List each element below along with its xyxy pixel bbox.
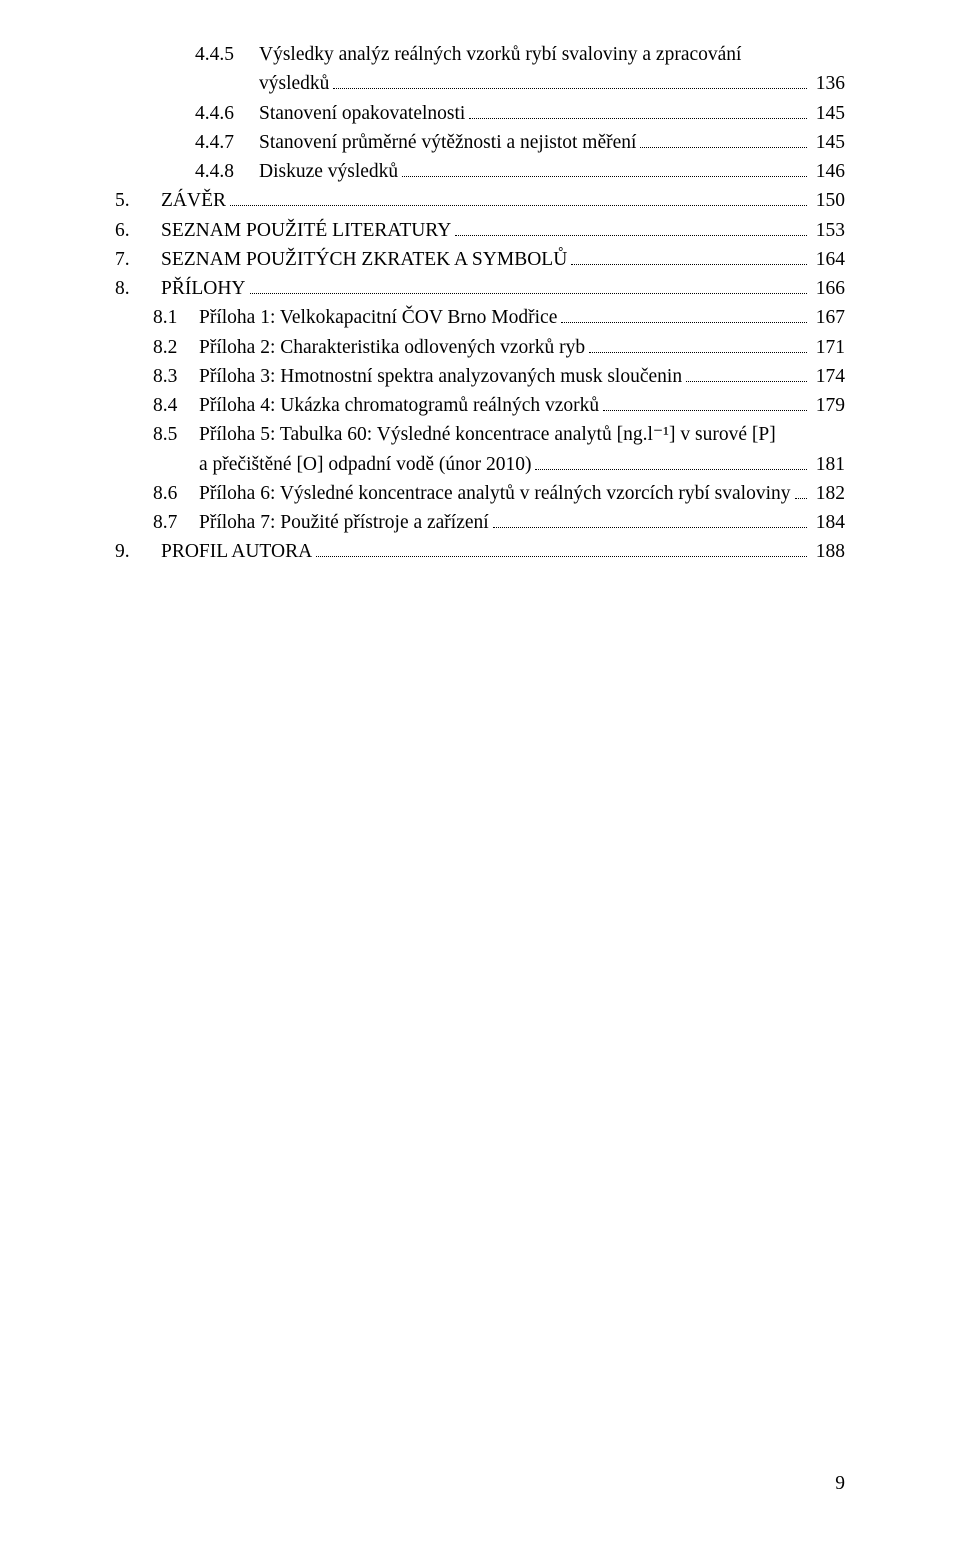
toc-title: Příloha 4: Ukázka chromatogramů reálných… bbox=[199, 391, 599, 420]
toc-page-number: 136 bbox=[811, 69, 845, 98]
toc-number: 5. bbox=[115, 186, 161, 215]
toc-entry: a přečištěné [O] odpadní vodě (únor 2010… bbox=[115, 450, 845, 479]
toc-leader-dots bbox=[316, 541, 807, 558]
toc-number: 9. bbox=[115, 537, 161, 566]
toc-title: Příloha 2: Charakteristika odlovených vz… bbox=[199, 333, 585, 362]
toc-title: Diskuze výsledků bbox=[259, 157, 398, 186]
toc-page-number: 164 bbox=[811, 245, 845, 274]
toc-leader-dots bbox=[686, 365, 807, 382]
toc-title: Stanovení opakovatelnosti bbox=[259, 99, 465, 128]
toc-number: 8.6 bbox=[153, 479, 199, 508]
toc-page-number: 182 bbox=[811, 479, 845, 508]
toc-leader-dots bbox=[455, 219, 807, 236]
toc-page-number: 150 bbox=[811, 186, 845, 215]
toc-entry: 8.PŘÍLOHY 166 bbox=[115, 274, 845, 303]
toc-page-number: 153 bbox=[811, 216, 845, 245]
toc-title: Stanovení průměrné výtěžnosti a nejistot… bbox=[259, 128, 636, 157]
toc-title: SEZNAM POUŽITÉ LITERATURY bbox=[161, 216, 451, 245]
toc-page-number: 184 bbox=[811, 508, 845, 537]
toc-entry: 8.7Příloha 7: Použité přístroje a zaříze… bbox=[115, 508, 845, 537]
toc-title: výsledků bbox=[259, 69, 329, 98]
toc-entry: 8.5Příloha 5: Tabulka 60: Výsledné konce… bbox=[115, 420, 845, 449]
toc-entry: 7.SEZNAM POUŽITÝCH ZKRATEK A SYMBOLŮ 164 bbox=[115, 245, 845, 274]
toc-page-number: 171 bbox=[811, 333, 845, 362]
toc-leader-dots bbox=[493, 511, 807, 528]
toc-page-number: 145 bbox=[811, 99, 845, 128]
toc-title: Příloha 3: Hmotnostní spektra analyzovan… bbox=[199, 362, 682, 391]
toc-entry: 5.ZÁVĚR 150 bbox=[115, 186, 845, 215]
toc-entry: 6.SEZNAM POUŽITÉ LITERATURY 153 bbox=[115, 216, 845, 245]
toc-entry: 4.4.7Stanovení průměrné výtěžnosti a nej… bbox=[115, 128, 845, 157]
toc-leader-dots bbox=[230, 190, 807, 207]
toc-title: PŘÍLOHY bbox=[161, 274, 246, 303]
toc-number: 8.3 bbox=[153, 362, 199, 391]
toc-title: SEZNAM POUŽITÝCH ZKRATEK A SYMBOLŮ bbox=[161, 245, 567, 274]
toc-leader-dots bbox=[571, 248, 807, 265]
toc-leader-dots bbox=[561, 307, 807, 324]
toc-number: 8.2 bbox=[153, 333, 199, 362]
toc-leader-dots bbox=[589, 336, 807, 353]
toc-number: 8. bbox=[115, 274, 161, 303]
toc-title: Výsledky analýz reálných vzorků rybí sva… bbox=[259, 40, 741, 69]
toc-leader-dots bbox=[333, 73, 807, 90]
toc-entry: výsledků 136 bbox=[115, 69, 845, 98]
toc-entry: 8.1Příloha 1: Velkokapacitní ČOV Brno Mo… bbox=[115, 303, 845, 332]
toc-title: ZÁVĚR bbox=[161, 186, 226, 215]
toc-number: 8.4 bbox=[153, 391, 199, 420]
toc-entry: 9.PROFIL AUTORA 188 bbox=[115, 537, 845, 566]
toc-page-number: 167 bbox=[811, 303, 845, 332]
toc-title: Příloha 7: Použité přístroje a zařízení bbox=[199, 508, 489, 537]
toc-page-number: 166 bbox=[811, 274, 845, 303]
toc-number: 6. bbox=[115, 216, 161, 245]
page-number: 9 bbox=[835, 1469, 845, 1498]
toc-leader-dots bbox=[250, 277, 807, 294]
toc-leader-dots bbox=[640, 131, 807, 148]
toc-number: 7. bbox=[115, 245, 161, 274]
toc-leader-dots bbox=[469, 102, 807, 119]
toc-number: 8.5 bbox=[153, 420, 199, 449]
toc-leader-dots bbox=[535, 453, 807, 470]
toc-number: 8.1 bbox=[153, 303, 199, 332]
toc-entry: 8.4Příloha 4: Ukázka chromatogramů reáln… bbox=[115, 391, 845, 420]
toc-entry: 8.6Příloha 6: Výsledné koncentrace analy… bbox=[115, 479, 845, 508]
toc-entry: 4.4.8Diskuze výsledků 146 bbox=[115, 157, 845, 186]
toc-title: Příloha 1: Velkokapacitní ČOV Brno Modři… bbox=[199, 303, 557, 332]
toc-leader-dots bbox=[603, 394, 807, 411]
toc-entry: 8.2Příloha 2: Charakteristika odlovených… bbox=[115, 333, 845, 362]
toc-number: 8.7 bbox=[153, 508, 199, 537]
toc-page-number: 145 bbox=[811, 128, 845, 157]
toc-page-number: 188 bbox=[811, 537, 845, 566]
toc-page-number: 146 bbox=[811, 157, 845, 186]
toc-page-number: 179 bbox=[811, 391, 845, 420]
toc-number: 4.4.7 bbox=[195, 128, 259, 157]
table-of-contents: 4.4.5Výsledky analýz reálných vzorků ryb… bbox=[115, 40, 845, 567]
toc-title: a přečištěné [O] odpadní vodě (únor 2010… bbox=[199, 450, 531, 479]
toc-number: 4.4.8 bbox=[195, 157, 259, 186]
page: 4.4.5Výsledky analýz reálných vzorků ryb… bbox=[0, 0, 960, 1546]
toc-page-number: 174 bbox=[811, 362, 845, 391]
toc-entry: 4.4.5Výsledky analýz reálných vzorků ryb… bbox=[115, 40, 845, 69]
toc-title: Příloha 5: Tabulka 60: Výsledné koncentr… bbox=[199, 420, 776, 449]
toc-leader-dots bbox=[402, 160, 807, 177]
toc-title: Příloha 6: Výsledné koncentrace analytů … bbox=[199, 479, 791, 508]
toc-leader-dots bbox=[795, 482, 808, 499]
toc-number: 4.4.5 bbox=[195, 40, 259, 69]
toc-entry: 8.3Příloha 3: Hmotnostní spektra analyzo… bbox=[115, 362, 845, 391]
toc-number: 4.4.6 bbox=[195, 99, 259, 128]
toc-title: PROFIL AUTORA bbox=[161, 537, 312, 566]
toc-entry: 4.4.6Stanovení opakovatelnosti 145 bbox=[115, 99, 845, 128]
toc-page-number: 181 bbox=[811, 450, 845, 479]
